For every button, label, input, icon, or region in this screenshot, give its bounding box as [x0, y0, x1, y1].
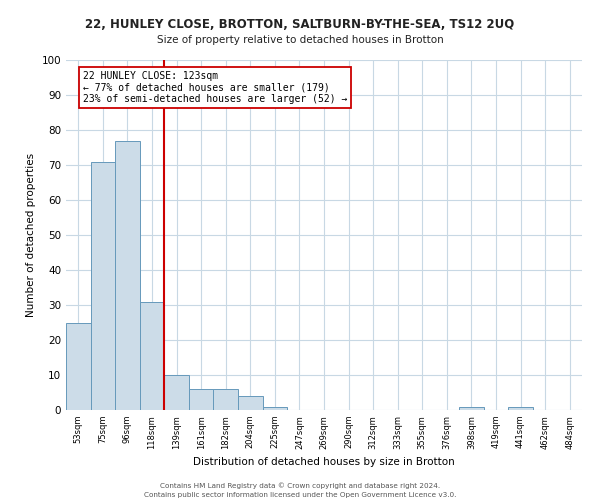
Bar	[164, 375, 189, 410]
Bar	[91, 162, 115, 410]
X-axis label: Distribution of detached houses by size in Brotton: Distribution of detached houses by size …	[193, 457, 455, 467]
Bar	[189, 389, 214, 410]
Text: 22, HUNLEY CLOSE, BROTTON, SALTBURN-BY-THE-SEA, TS12 2UQ: 22, HUNLEY CLOSE, BROTTON, SALTBURN-BY-T…	[85, 18, 515, 30]
Bar	[508, 406, 533, 410]
Bar	[263, 406, 287, 410]
Y-axis label: Number of detached properties: Number of detached properties	[26, 153, 36, 317]
Bar	[66, 322, 91, 410]
Bar	[214, 389, 238, 410]
Text: 22 HUNLEY CLOSE: 123sqm
← 77% of detached houses are smaller (179)
23% of semi-d: 22 HUNLEY CLOSE: 123sqm ← 77% of detache…	[83, 70, 347, 104]
Bar	[459, 406, 484, 410]
Bar	[140, 302, 164, 410]
Bar	[115, 140, 140, 410]
Bar	[238, 396, 263, 410]
Text: Size of property relative to detached houses in Brotton: Size of property relative to detached ho…	[157, 35, 443, 45]
Text: Contains public sector information licensed under the Open Government Licence v3: Contains public sector information licen…	[144, 492, 456, 498]
Text: Contains HM Land Registry data © Crown copyright and database right 2024.: Contains HM Land Registry data © Crown c…	[160, 482, 440, 489]
